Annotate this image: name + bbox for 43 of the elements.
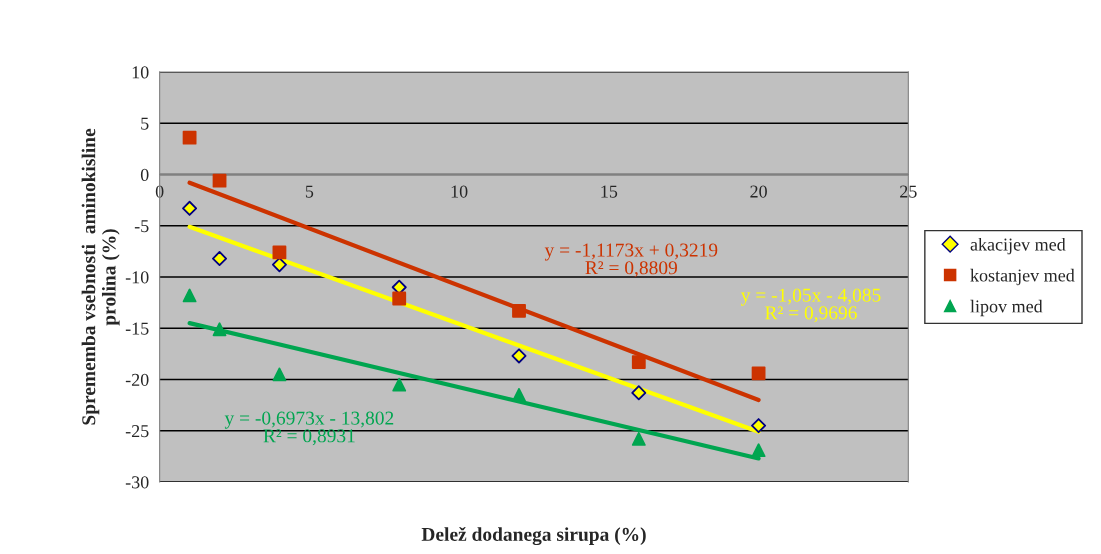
- point: [751, 443, 766, 458]
- point: [212, 322, 227, 337]
- y-tick-label: -10: [125, 271, 149, 284]
- y-tick-label: 0: [140, 168, 149, 181]
- point: [182, 288, 197, 303]
- point: [631, 385, 647, 401]
- point: [182, 130, 197, 145]
- point: [511, 348, 527, 364]
- x-tick-label: 0: [155, 185, 164, 198]
- x-axis-title: Delež dodanega sirupa (%): [421, 527, 646, 546]
- y-tick-label: -20: [125, 373, 149, 386]
- point: [271, 257, 287, 273]
- legend-label: akacijev med: [970, 237, 1066, 255]
- point: [631, 355, 646, 369]
- point: [512, 387, 526, 402]
- x-tick-label: 25: [900, 185, 917, 198]
- x-tick-label: 5: [305, 185, 314, 198]
- x-tick-label: 20: [750, 185, 767, 198]
- point: [512, 303, 526, 318]
- point: [631, 432, 646, 446]
- point: [392, 377, 407, 392]
- x-tick-label: 10: [451, 185, 468, 198]
- x-tick-label: 15: [601, 185, 618, 198]
- point: [272, 245, 287, 260]
- y-tick-label: -5: [134, 220, 149, 233]
- y-tick-label: -30: [125, 476, 149, 489]
- point: [212, 173, 227, 188]
- point: [751, 366, 766, 381]
- legend-label: kostanjev med: [970, 268, 1075, 286]
- y-tick-label: -25: [125, 425, 149, 438]
- y-tick-label: -15: [125, 322, 149, 335]
- y-axis-title: Sprememba vsebnosti aminokisline prolina (%): [81, 128, 120, 425]
- point: [751, 418, 767, 434]
- point: [272, 367, 287, 382]
- y-tick-label: 10: [132, 66, 149, 79]
- annotation: y = -0,6973x - 13,802 R² = 0,8931: [224, 411, 394, 446]
- point: [392, 291, 407, 306]
- point: [182, 200, 198, 216]
- y-tick-label: 5: [141, 117, 149, 130]
- point: [212, 251, 228, 267]
- annotation: y = -1,05x - 4,085 R² = 0,9696: [740, 288, 881, 323]
- legend-label: lipov med: [970, 299, 1043, 317]
- annotation: y = -1,1173x + 0,3219 R² = 0,8809: [544, 243, 718, 278]
